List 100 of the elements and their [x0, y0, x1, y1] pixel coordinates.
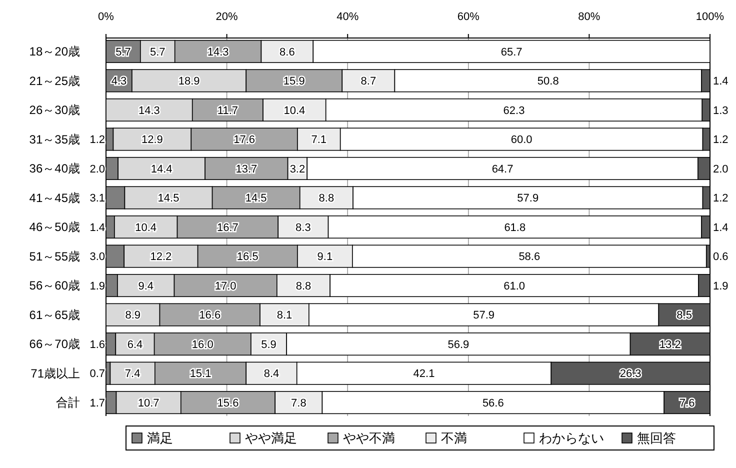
- y-tick-label: 21～25歳: [29, 74, 80, 88]
- data-label: 13.2: [659, 338, 681, 351]
- data-label: 6.4: [127, 338, 143, 351]
- legend-label: わからない: [539, 430, 604, 446]
- data-label: 64.7: [492, 163, 514, 176]
- data-label: 0.7: [90, 368, 105, 380]
- data-label: 14.3: [138, 104, 160, 117]
- data-label: 12.9: [141, 134, 163, 146]
- data-label: 57.9: [517, 192, 539, 205]
- x-tick-label: 40%: [336, 11, 359, 23]
- x-tick-label: 20%: [216, 11, 238, 23]
- data-label: 16.6: [199, 310, 221, 322]
- y-tick-label: 36～40歳: [29, 162, 80, 176]
- data-label: 10.4: [284, 104, 306, 117]
- data-label: 18.9: [178, 76, 200, 88]
- x-tick-label: 0%: [98, 11, 114, 23]
- data-label: 61.0: [504, 280, 526, 292]
- y-tick-label: 合計: [56, 396, 80, 410]
- data-label: 1.4: [713, 222, 728, 234]
- y-tick-label: 56～60歳: [29, 278, 80, 293]
- data-label: 1.6: [90, 338, 105, 351]
- y-tick-label: 66～70歳: [29, 337, 80, 352]
- y-tick-label: 18～20歳: [29, 44, 80, 59]
- data-label: 61.8: [504, 222, 526, 234]
- data-label: 26.3: [620, 368, 642, 380]
- data-label: 7.4: [124, 368, 140, 380]
- legend-label: 無回答: [637, 430, 676, 446]
- data-label: 57.9: [473, 310, 495, 322]
- data-label: 2.0: [713, 163, 728, 176]
- data-label: 0.6: [713, 251, 728, 264]
- data-label: 1.2: [713, 134, 728, 146]
- data-label: 15.6: [217, 397, 239, 410]
- data-label: 10.7: [138, 397, 160, 410]
- data-label: 8.8: [318, 192, 334, 205]
- data-label: 8.5: [676, 310, 692, 322]
- y-tick-label: 71歳以上: [30, 366, 80, 380]
- data-label: 10.4: [135, 222, 157, 234]
- legend-label: 不満: [441, 430, 467, 446]
- data-label: 1.3: [713, 104, 728, 117]
- data-label: 42.1: [413, 368, 435, 380]
- data-label: 8.4: [264, 368, 280, 380]
- data-label: 9.4: [138, 280, 154, 292]
- data-label: 17.0: [214, 280, 236, 292]
- data-label: 2.0: [90, 163, 105, 176]
- data-label: 16.5: [236, 251, 258, 264]
- y-tick-label: 46～50歳: [29, 220, 80, 234]
- data-label: 1.4: [713, 76, 728, 88]
- data-label: 7.8: [291, 397, 306, 410]
- legend-label: やや不満: [343, 430, 395, 446]
- data-label: 1.7: [90, 397, 105, 410]
- data-label: 13.7: [236, 163, 258, 176]
- data-label: 14.5: [158, 192, 180, 205]
- data-label: 8.7: [360, 76, 376, 88]
- data-label: 16.7: [216, 222, 238, 234]
- y-tick-label: 26～30歳: [29, 103, 80, 118]
- data-label: 5.7: [116, 46, 131, 58]
- data-label: 1.2: [713, 192, 728, 205]
- data-label: 17.6: [234, 134, 256, 146]
- data-label: 8.1: [276, 310, 292, 322]
- data-label: 1.9: [90, 280, 105, 292]
- y-tick-label: 51～55歳: [29, 249, 80, 264]
- data-label: 62.3: [503, 104, 525, 117]
- data-label: 50.8: [537, 76, 559, 88]
- y-tick-label: 31～35歳: [29, 132, 80, 146]
- data-label: 11.7: [217, 104, 238, 117]
- data-label: 15.9: [283, 76, 305, 88]
- data-label: 3.1: [90, 192, 105, 205]
- data-label: 8.9: [125, 310, 141, 322]
- data-label: 58.6: [518, 251, 540, 264]
- y-tick-label: 41～45歳: [29, 190, 80, 205]
- y-tick-label: 61～65歳: [29, 308, 80, 322]
- data-label: 4.3: [111, 76, 127, 88]
- data-label: 56.6: [482, 397, 504, 410]
- data-label: 8.3: [296, 222, 311, 234]
- data-label: 1.9: [713, 280, 728, 292]
- data-label: 15.1: [190, 368, 212, 380]
- legend-label: 満足: [147, 430, 173, 446]
- data-label: 56.9: [448, 338, 470, 351]
- data-label: 8.6: [280, 46, 295, 58]
- data-label: 3.0: [90, 251, 105, 264]
- data-label: 14.5: [245, 192, 267, 205]
- data-label: 9.1: [317, 251, 333, 264]
- x-tick-label: 60%: [457, 11, 480, 23]
- data-label: 16.0: [192, 338, 214, 351]
- legend-label: やや満足: [245, 430, 297, 446]
- data-label: 1.4: [90, 222, 105, 234]
- data-label: 3.2: [290, 163, 306, 176]
- data-label: 14.4: [150, 163, 172, 176]
- x-tick-label: 100%: [696, 11, 724, 23]
- data-label: 5.9: [261, 338, 276, 351]
- x-tick-label: 80%: [578, 11, 600, 23]
- data-label: 65.7: [500, 46, 522, 58]
- data-label: 8.8: [296, 280, 312, 292]
- data-label: 12.2: [150, 251, 172, 264]
- data-label: 7.1: [311, 134, 327, 146]
- data-label: 1.2: [90, 134, 105, 146]
- data-label: 60.0: [510, 134, 532, 146]
- data-label: 5.7: [150, 46, 166, 58]
- data-label: 14.3: [207, 46, 229, 58]
- data-label: 7.6: [679, 397, 695, 410]
